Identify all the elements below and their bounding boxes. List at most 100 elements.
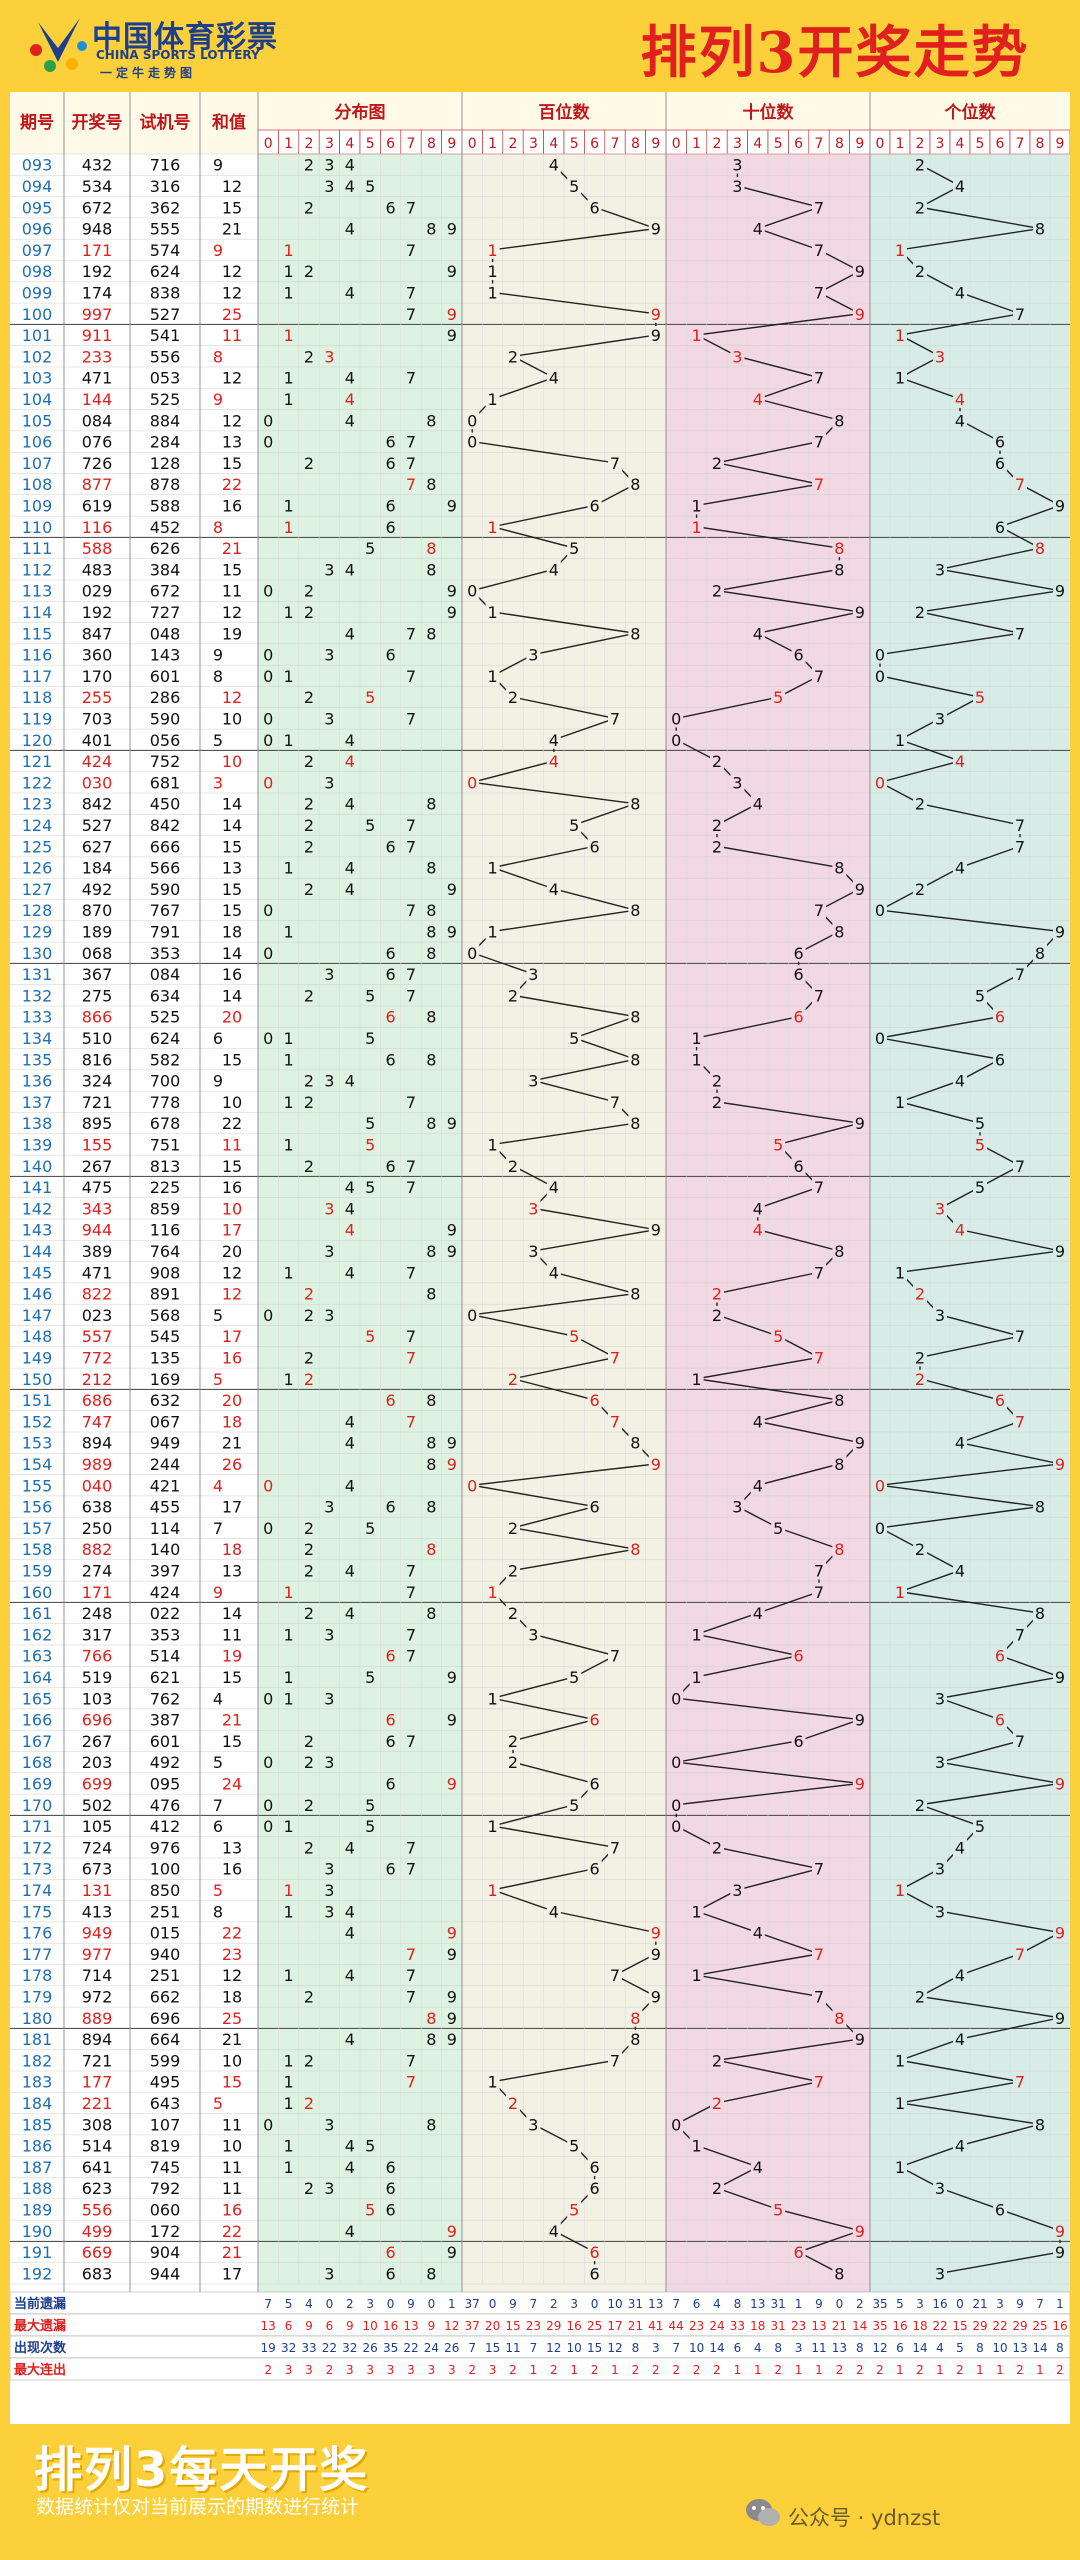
dist-digit: 6 [386, 1711, 396, 1730]
stats-value: 33 [301, 2341, 316, 2355]
pos-digit: 7 [814, 901, 824, 920]
stats-value: 3 [407, 2363, 415, 2377]
stats-value: 5 [896, 2297, 904, 2311]
sum-cell: 17 [222, 1327, 242, 1346]
dist-digit: 3 [324, 1199, 334, 1218]
stats-value: 20 [485, 2319, 500, 2333]
digit-bg [506, 1731, 520, 1750]
dist-digit: 7 [406, 198, 416, 217]
stats-value: 7 [672, 2341, 680, 2355]
pos-digit: 1 [692, 1370, 702, 1389]
sum-cell: 5 [213, 1753, 223, 1772]
trial-number-cell: 525 [150, 1008, 181, 1027]
stats-value: 37 [465, 2319, 480, 2333]
digit-bg [913, 879, 927, 898]
draw-number-cell: 475 [82, 1178, 113, 1197]
pos-digit: 2 [915, 795, 925, 814]
stats-value: 1 [448, 2297, 456, 2311]
dist-digit: 8 [426, 1008, 436, 1027]
dist-digit: 4 [345, 220, 355, 239]
pos-digit: 0 [467, 1306, 477, 1325]
pos-digit: 5 [569, 816, 579, 835]
pos-digit: 1 [895, 2051, 905, 2070]
trial-number-cell: 792 [150, 2179, 181, 2198]
pos-digit: 0 [875, 901, 885, 920]
trial-number-cell: 624 [150, 1029, 181, 1048]
dist-digit: 7 [406, 667, 416, 686]
pos-digit: 0 [467, 773, 477, 792]
trial-number-cell: 590 [150, 880, 181, 899]
digit-bg [812, 1987, 826, 2006]
dist-digit: 2 [304, 1348, 314, 1367]
pos-digit: 5 [975, 1178, 985, 1197]
dist-digit: 5 [365, 177, 375, 196]
stats-value: 23 [791, 2319, 806, 2333]
sum-cell: 9 [213, 646, 223, 665]
digit-bg [689, 1966, 704, 1985]
pos-digit: 0 [467, 433, 477, 452]
digit-bg [465, 773, 480, 792]
trial-number-cell: 541 [150, 326, 181, 345]
pos-digit: 1 [895, 2158, 905, 2177]
pos-digit: 8 [834, 560, 844, 579]
dist-digit: 4 [345, 1434, 355, 1453]
digit-bg [973, 688, 987, 707]
dist-digit: 3 [324, 1306, 334, 1325]
stats-value: 13 [261, 2319, 276, 2333]
pos-digit: 4 [955, 752, 965, 771]
digit-bg [648, 1923, 663, 1942]
trial-number-cell: 100 [150, 1860, 181, 1879]
pos-digit: 1 [488, 518, 498, 537]
period-cell: 143 [22, 1221, 53, 1240]
pos-digit: 7 [610, 2051, 620, 2070]
pos-digit: 2 [508, 1370, 518, 1389]
stats-value: 12 [546, 2341, 561, 2355]
pos-digit: 8 [834, 2009, 844, 2028]
draw-number-cell: 144 [82, 390, 113, 409]
trial-number-cell: 555 [150, 220, 181, 239]
pos-digit: 0 [671, 1817, 681, 1836]
dist-digit: 7 [406, 1583, 416, 1602]
stats-value: 14 [1032, 2341, 1047, 2355]
digit-bg [771, 688, 786, 707]
pos-digit: 2 [915, 262, 925, 281]
sum-cell: 22 [222, 475, 242, 494]
trial-number-cell: 244 [150, 1455, 181, 1474]
stats-value: 2 [836, 2363, 844, 2377]
trial-number-cell: 568 [150, 1306, 181, 1325]
draw-number-cell: 221 [82, 2094, 113, 2113]
dist-digit: 2 [304, 1561, 314, 1580]
digit-bg [567, 1327, 582, 1346]
digit-bg [1033, 539, 1047, 558]
pos-digit: 6 [995, 1050, 1005, 1069]
period-cell: 182 [22, 2051, 53, 2070]
digit-bg [832, 858, 847, 877]
stats-value: 3 [305, 2363, 313, 2377]
pos-digit: 4 [549, 560, 559, 579]
dist-digit: 6 [386, 454, 396, 473]
digit-bg [689, 1667, 704, 1686]
period-cell: 170 [22, 1796, 53, 1815]
stats-value: 1 [795, 2363, 803, 2377]
digit-bg [812, 666, 826, 685]
dist-digit: 4 [345, 624, 355, 643]
sum-cell: 15 [222, 454, 242, 473]
digit-bg [506, 1753, 520, 1772]
pos-digit: 2 [508, 1561, 518, 1580]
dist-digit: 7 [406, 1093, 416, 1112]
trial-number-cell: 672 [150, 582, 181, 601]
draw-number-cell: 492 [82, 880, 113, 899]
digit-header-label: 8 [835, 136, 844, 152]
pos-digit: 1 [692, 518, 702, 537]
col-header-period: 期号 [20, 113, 54, 133]
trial-number-cell: 525 [150, 390, 181, 409]
digit-bg [973, 1114, 987, 1133]
pos-digit: 6 [794, 646, 804, 665]
draw-number-cell: 471 [82, 1263, 113, 1282]
period-cell: 144 [22, 1242, 53, 1261]
digit-bg [791, 965, 806, 984]
col-header-trial: 试机号 [140, 112, 191, 133]
sum-cell: 25 [222, 305, 242, 324]
draw-number-cell: 972 [82, 1987, 113, 2006]
period-cell: 132 [22, 986, 53, 1005]
